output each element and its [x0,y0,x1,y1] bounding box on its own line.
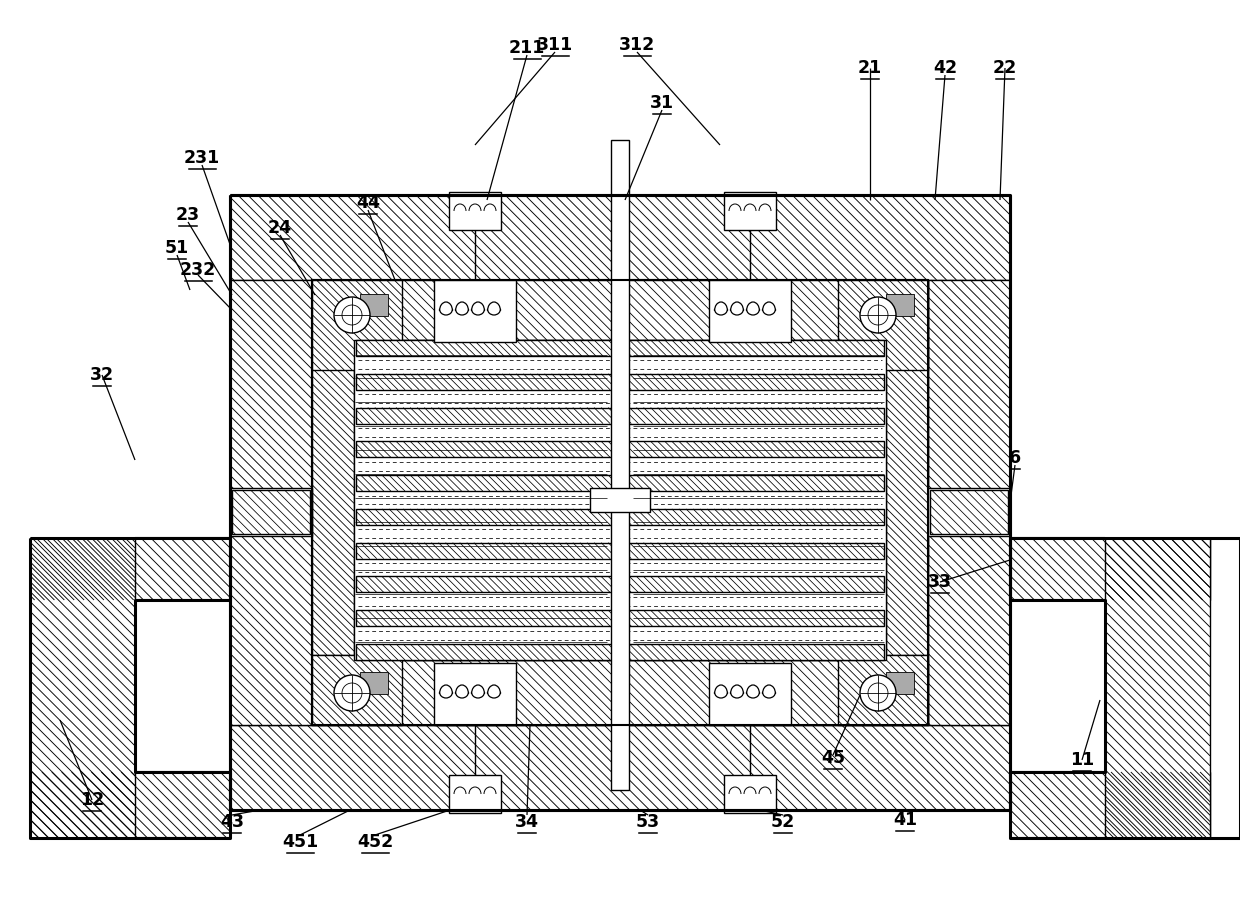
Text: 43: 43 [219,813,244,831]
Bar [356,576,884,593]
Bar [232,490,310,534]
Bar [838,280,928,370]
Bar [312,280,928,340]
Text: 452: 452 [357,833,393,851]
Text: 42: 42 [932,59,957,77]
Bar [360,294,388,316]
Bar [356,340,884,356]
Bar [1011,538,1210,600]
Text: 21: 21 [858,59,882,77]
Bar [312,340,353,655]
Bar [838,655,928,725]
Bar [229,488,312,536]
Bar [360,672,388,694]
Text: 33: 33 [928,573,952,591]
Text: 32: 32 [91,366,114,384]
Bar [724,775,776,813]
Bar [135,600,229,772]
Text: 311: 311 [537,36,573,54]
Text: 451: 451 [281,833,319,851]
Bar [930,490,1008,534]
Bar [887,294,914,316]
Bar [312,280,402,370]
Bar [312,280,928,725]
Text: 211: 211 [508,39,546,57]
Circle shape [334,297,370,333]
Bar [1105,538,1210,838]
Text: 31: 31 [650,94,675,112]
Text: 41: 41 [893,811,918,829]
Text: 51: 51 [165,239,190,257]
Bar [356,509,884,525]
Text: 45: 45 [821,749,846,767]
Bar [590,488,650,512]
Bar [229,195,1011,280]
Bar [353,340,887,660]
Circle shape [334,675,370,711]
Text: 34: 34 [515,813,539,831]
Circle shape [861,297,897,333]
Bar [709,663,791,725]
Bar [356,408,884,423]
Text: 11: 11 [1070,751,1094,769]
Circle shape [342,683,362,703]
Text: 23: 23 [176,206,200,224]
Bar [356,442,884,457]
Bar [928,488,1011,536]
Bar [312,655,402,725]
Bar [449,192,501,230]
Bar [887,672,914,694]
Text: 232: 232 [180,261,216,279]
Bar [434,280,516,342]
Bar [1011,772,1210,838]
Circle shape [342,305,362,325]
Bar [434,663,516,725]
Text: 22: 22 [993,59,1017,77]
Bar [709,280,791,342]
Circle shape [868,305,888,325]
Text: 52: 52 [771,813,795,831]
Bar [356,475,884,491]
Bar [356,543,884,559]
Circle shape [861,675,897,711]
Bar [229,280,312,725]
Bar [30,772,229,838]
Bar [312,660,928,725]
Bar [724,192,776,230]
Bar [356,610,884,626]
Bar [928,280,1011,725]
Bar [1011,600,1105,772]
Bar [30,538,135,838]
Text: 12: 12 [79,791,104,809]
Circle shape [868,683,888,703]
Bar [449,775,501,813]
Bar [887,340,928,655]
Bar [611,140,629,790]
Bar [30,538,229,600]
Text: 44: 44 [356,194,379,212]
Bar [356,373,884,390]
Bar [356,644,884,660]
Bar [229,725,1011,810]
Text: 231: 231 [184,149,221,167]
Text: 6: 6 [1009,449,1021,467]
Text: 312: 312 [619,36,655,54]
Text: 53: 53 [636,813,660,831]
Text: 24: 24 [268,219,293,237]
